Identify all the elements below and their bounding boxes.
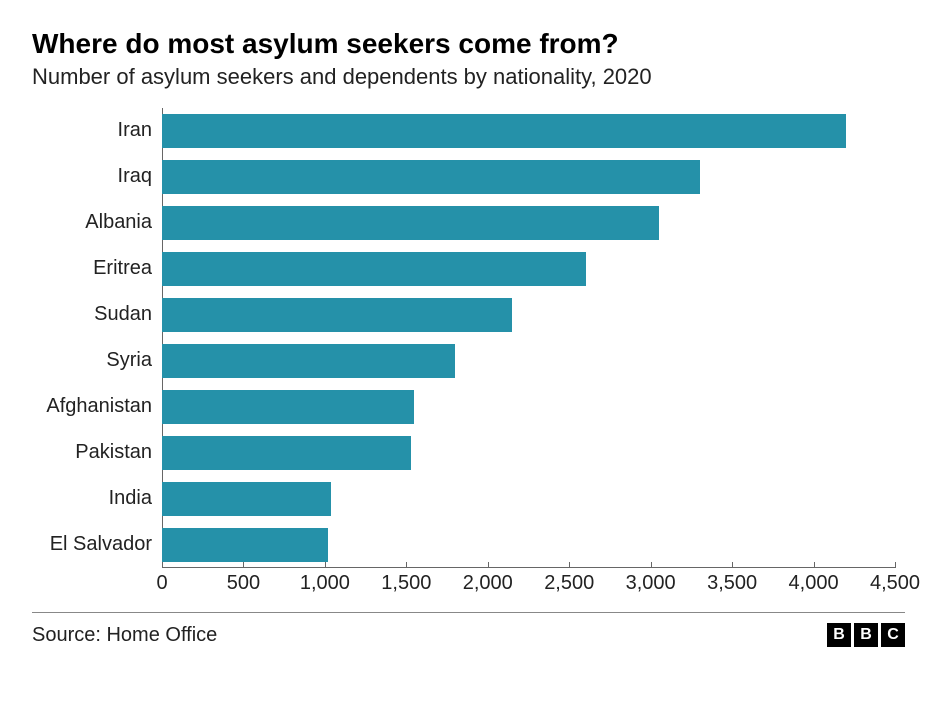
bbc-logo-letter: B <box>854 623 878 647</box>
bar <box>162 436 411 469</box>
bar-row: Pakistan <box>162 436 895 469</box>
bar-row: Syria <box>162 344 895 377</box>
x-tick-mark <box>895 562 896 568</box>
bbc-logo-letter: C <box>881 623 905 647</box>
bar <box>162 344 455 377</box>
x-tick-mark <box>325 562 326 568</box>
bar <box>162 160 700 193</box>
category-label: Eritrea <box>93 257 162 280</box>
bar <box>162 298 512 331</box>
x-tick-label: 1,000 <box>300 572 350 595</box>
x-tick-mark <box>569 562 570 568</box>
bar <box>162 206 659 239</box>
x-tick-mark <box>162 562 163 568</box>
x-tick-label: 1,500 <box>381 572 431 595</box>
x-tick-mark <box>488 562 489 568</box>
category-label: Albania <box>85 211 162 234</box>
bbc-logo-letter: B <box>827 623 851 647</box>
category-label: Sudan <box>94 303 162 326</box>
x-tick-label: 3,500 <box>707 572 757 595</box>
chart-title: Where do most asylum seekers come from? <box>32 28 905 60</box>
x-tick-label: 4,500 <box>870 572 920 595</box>
source-text: Source: Home Office <box>32 624 217 647</box>
bar <box>162 482 331 515</box>
bar-row: Iraq <box>162 160 895 193</box>
category-label: El Salvador <box>50 533 162 556</box>
bar-row: Afghanistan <box>162 390 895 423</box>
x-tick-label: 2,000 <box>463 572 513 595</box>
chart-subtitle: Number of asylum seekers and dependents … <box>32 64 905 90</box>
bar-row: Iran <box>162 114 895 147</box>
x-tick-label: 0 <box>156 572 167 595</box>
plot-region: Iran Iraq Albania Eritrea Sudan Syria Afghanis… <box>162 108 895 568</box>
bbc-logo: BBC <box>827 623 905 647</box>
x-tick-label: 4,000 <box>789 572 839 595</box>
category-label: Afghanistan <box>46 395 162 418</box>
x-tick-mark <box>406 562 407 568</box>
x-tick-mark <box>732 562 733 568</box>
category-label: Iran <box>118 119 162 142</box>
x-tick-label: 2,500 <box>544 572 594 595</box>
x-tick-mark <box>651 562 652 568</box>
bar-row: Sudan <box>162 298 895 331</box>
bar <box>162 252 586 285</box>
bar <box>162 114 846 147</box>
x-axis-ticks: 05001,0001,5002,0002,5003,0003,5004,0004… <box>162 568 895 598</box>
category-label: Iraq <box>118 165 162 188</box>
x-tick-label: 500 <box>227 572 260 595</box>
bar <box>162 390 414 423</box>
category-label: India <box>109 487 162 510</box>
x-tick-mark <box>814 562 815 568</box>
x-tick-mark <box>243 562 244 568</box>
x-tick-label: 3,000 <box>626 572 676 595</box>
category-label: Pakistan <box>75 441 162 464</box>
footer: Source: Home Office BBC <box>32 613 905 647</box>
bar-row: India <box>162 482 895 515</box>
bar-row: Albania <box>162 206 895 239</box>
bar <box>162 528 328 561</box>
category-label: Syria <box>106 349 162 372</box>
chart-area: Iran Iraq Albania Eritrea Sudan Syria Afghanis… <box>162 108 895 598</box>
bar-row: Eritrea <box>162 252 895 285</box>
bar-row: El Salvador <box>162 528 895 561</box>
